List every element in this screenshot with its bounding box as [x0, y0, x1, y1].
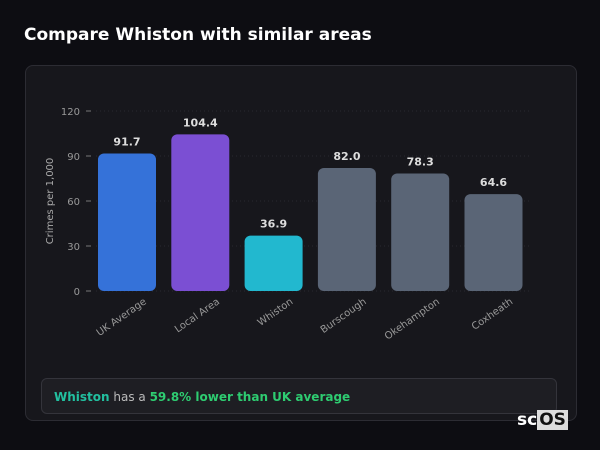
bar[interactable] — [244, 235, 303, 291]
summary-box: Whiston has a 59.8% lower than UK averag… — [41, 378, 557, 414]
bar[interactable] — [391, 173, 450, 291]
logo-left: sc — [517, 410, 538, 430]
y-tick-label: 120 — [61, 107, 80, 118]
logo: sc OS — [517, 410, 568, 430]
y-tick-label: 30 — [67, 242, 80, 253]
data-label: 78.3 — [407, 156, 434, 169]
data-label: 64.6 — [480, 176, 507, 189]
summary-area: Whiston — [54, 390, 110, 404]
bar[interactable] — [171, 134, 230, 291]
data-label: 104.4 — [183, 116, 218, 129]
x-tick-label: Local Area — [173, 296, 222, 335]
data-label: 36.9 — [260, 218, 287, 231]
x-tick-label: Okehampton — [383, 296, 442, 342]
bar[interactable] — [464, 194, 523, 291]
summary-highlight: 59.8% lower than UK average — [149, 390, 351, 404]
data-label: 91.7 — [113, 135, 140, 148]
page-title: Compare Whiston with similar areas — [24, 25, 372, 45]
y-tick-label: 90 — [67, 152, 80, 163]
x-tick-label: Coxheath — [470, 296, 515, 332]
x-tick-label: Whiston — [256, 296, 296, 328]
bar[interactable] — [317, 168, 376, 291]
summary-text: has a — [109, 390, 150, 404]
y-tick-label: 0 — [74, 287, 80, 298]
y-tick-label: 60 — [67, 197, 80, 208]
x-tick-label: UK Average — [95, 296, 149, 338]
bar[interactable] — [98, 153, 156, 291]
data-label: 82.0 — [333, 150, 360, 163]
logo-right: OS — [537, 410, 568, 430]
y-axis-label: Crimes per 1,000 — [45, 158, 56, 245]
x-tick-label: Burscough — [319, 296, 369, 336]
